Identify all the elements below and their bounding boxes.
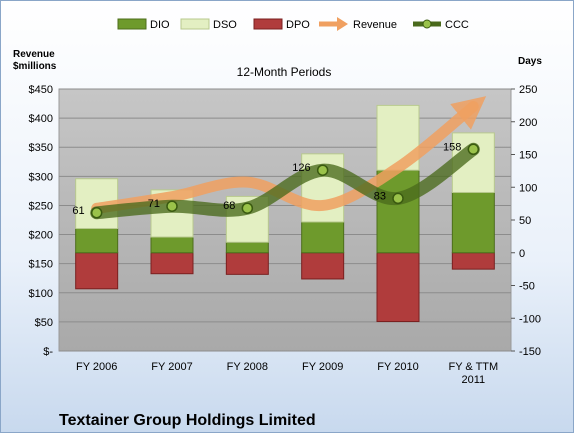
category-label: FY 2009 bbox=[302, 361, 343, 373]
ccc-data-label: 126 bbox=[292, 162, 310, 174]
legend-swatch-dso bbox=[180, 18, 210, 30]
chart-title: 12-Month Periods bbox=[237, 65, 332, 79]
left-tick-label: $- bbox=[43, 346, 53, 358]
left-tick-label: $400 bbox=[29, 113, 53, 125]
legend-label-ccc: CCC bbox=[445, 19, 469, 31]
ccc-point bbox=[467, 143, 480, 156]
left-axis-label-line2: $millions bbox=[13, 61, 57, 72]
category-label: FY & TTM bbox=[448, 361, 498, 373]
category-label: FY 2006 bbox=[76, 361, 117, 373]
axes: $- $50 $100 $150 $200 $250 $300 $350 $400 $450 -15… bbox=[29, 84, 542, 386]
legend-label-dpo: DPO bbox=[286, 19, 310, 31]
dpo-bar bbox=[451, 252, 495, 270]
left-tick-label: $350 bbox=[29, 142, 53, 154]
ccc-data-label: 83 bbox=[374, 190, 386, 202]
legend-marker-ccc bbox=[422, 19, 432, 29]
left-tick-label: $100 bbox=[29, 288, 53, 300]
left-tick-label: $200 bbox=[29, 230, 53, 242]
right-tick-label: -100 bbox=[519, 313, 541, 325]
ccc-data-label: 61 bbox=[72, 205, 84, 217]
ccc-data-label: 71 bbox=[148, 198, 160, 210]
right-tick-label: 0 bbox=[519, 248, 525, 260]
dio-bar bbox=[225, 241, 269, 254]
ccc-data-label: 158 bbox=[443, 141, 461, 153]
right-tick-label: 100 bbox=[519, 182, 537, 194]
dpo-bar bbox=[225, 252, 269, 275]
ccc-point bbox=[392, 192, 404, 205]
ccc-point bbox=[241, 202, 254, 214]
legend-swatch-dio bbox=[117, 18, 147, 30]
category-label: FY 2010 bbox=[377, 361, 418, 373]
dio-bar bbox=[301, 221, 345, 254]
right-tick-label: -150 bbox=[519, 346, 541, 358]
legend-label-dso: DSO bbox=[213, 19, 237, 31]
right-axis-label: Days bbox=[518, 56, 542, 67]
right-tick-label: 200 bbox=[519, 117, 537, 129]
dio-bar bbox=[451, 191, 495, 254]
legend-arrowhead bbox=[337, 17, 348, 31]
right-tick-label: 250 bbox=[519, 84, 537, 96]
dpo-bar bbox=[376, 252, 420, 323]
lines: 61 71 68 126 83 158 bbox=[72, 96, 487, 220]
category-label: FY 2008 bbox=[227, 361, 268, 373]
right-tick-label: 150 bbox=[519, 150, 537, 162]
legend: DIO DSO DPO Revenue CCC bbox=[117, 17, 469, 31]
right-tick-label: -50 bbox=[519, 281, 535, 293]
ccc-point bbox=[316, 164, 329, 176]
legend-label-dio: DIO bbox=[150, 19, 170, 31]
dpo-bar bbox=[150, 252, 194, 275]
ccc-point bbox=[166, 200, 178, 212]
dio-bar bbox=[376, 169, 420, 254]
legend-label-revenue: Revenue bbox=[353, 19, 397, 31]
left-tick-label: $250 bbox=[29, 200, 53, 212]
ccc-data-label: 68 bbox=[223, 200, 235, 212]
dpo-bar bbox=[301, 252, 345, 280]
ccc-point bbox=[90, 207, 103, 219]
category-label: 2011 bbox=[462, 374, 486, 386]
left-tick-label: $150 bbox=[29, 259, 53, 271]
left-axis-label-line1: Revenue bbox=[13, 49, 55, 60]
dpo-bar bbox=[75, 252, 119, 290]
revenue-line bbox=[91, 96, 487, 214]
category-label: FY 2007 bbox=[151, 361, 192, 373]
dio-bar bbox=[150, 236, 194, 254]
company-name: Textainer Group Holdings Limited bbox=[59, 412, 316, 429]
left-tick-label: $450 bbox=[29, 84, 53, 96]
right-tick-label: 50 bbox=[519, 215, 531, 227]
legend-swatch-dpo bbox=[253, 18, 283, 30]
left-tick-label: $300 bbox=[29, 171, 53, 183]
dio-bar bbox=[75, 228, 119, 254]
left-tick-label: $50 bbox=[35, 317, 53, 329]
